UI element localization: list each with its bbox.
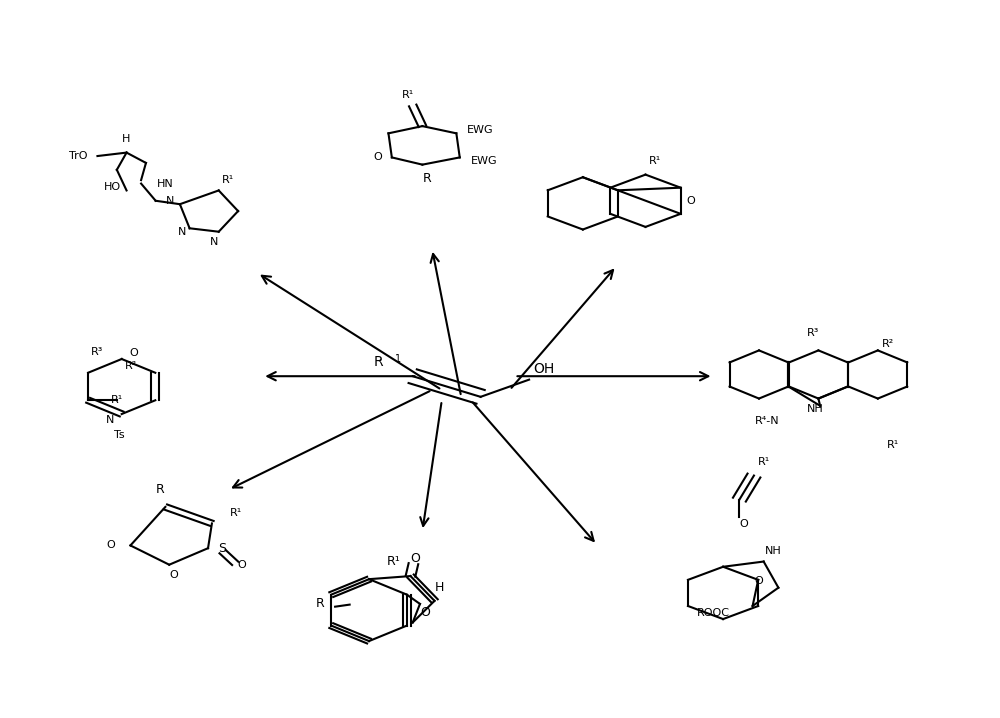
Text: R²: R²	[125, 361, 137, 371]
Text: R¹: R¹	[758, 457, 770, 467]
Text: R¹: R¹	[111, 396, 123, 405]
Text: O: O	[755, 576, 763, 586]
Text: O: O	[373, 152, 382, 162]
Text: R: R	[423, 172, 432, 185]
Text: R³: R³	[807, 328, 820, 338]
Text: N: N	[106, 414, 114, 424]
Text: O: O	[686, 197, 695, 207]
Text: R¹: R¹	[649, 156, 661, 166]
Text: R: R	[316, 597, 325, 610]
Text: R: R	[374, 355, 384, 370]
Text: R²: R²	[881, 338, 894, 348]
Text: H: H	[122, 134, 131, 144]
Text: N: N	[166, 196, 174, 206]
Text: NH: NH	[807, 404, 824, 414]
Text: R¹: R¹	[887, 440, 899, 450]
Text: H: H	[435, 581, 444, 594]
Text: HO: HO	[103, 182, 121, 192]
Text: O: O	[740, 518, 749, 528]
Text: 1: 1	[395, 354, 401, 364]
Text: R¹: R¹	[230, 508, 242, 518]
Text: ROOC: ROOC	[697, 608, 730, 618]
Text: N: N	[210, 237, 218, 247]
Text: O: O	[107, 541, 115, 551]
Text: O: O	[410, 552, 420, 565]
Text: N: N	[178, 227, 186, 237]
Text: O: O	[129, 348, 138, 358]
Text: S: S	[219, 541, 227, 555]
Text: R: R	[156, 483, 165, 496]
Text: HN: HN	[157, 179, 174, 189]
Text: O: O	[238, 561, 246, 570]
Text: R³: R³	[91, 347, 104, 357]
Text: NH: NH	[765, 546, 782, 556]
Text: R¹: R¹	[402, 90, 414, 100]
Text: R¹: R¹	[386, 556, 400, 569]
Text: Ts: Ts	[114, 429, 125, 439]
Text: O: O	[170, 570, 178, 580]
Text: R¹: R¹	[222, 175, 235, 185]
Text: O: O	[420, 606, 430, 619]
Text: EWG: EWG	[471, 156, 497, 166]
Text: OH: OH	[533, 363, 554, 376]
Text: R⁴-N: R⁴-N	[754, 416, 779, 426]
Text: EWG: EWG	[467, 125, 494, 135]
Text: TrO: TrO	[69, 151, 87, 161]
